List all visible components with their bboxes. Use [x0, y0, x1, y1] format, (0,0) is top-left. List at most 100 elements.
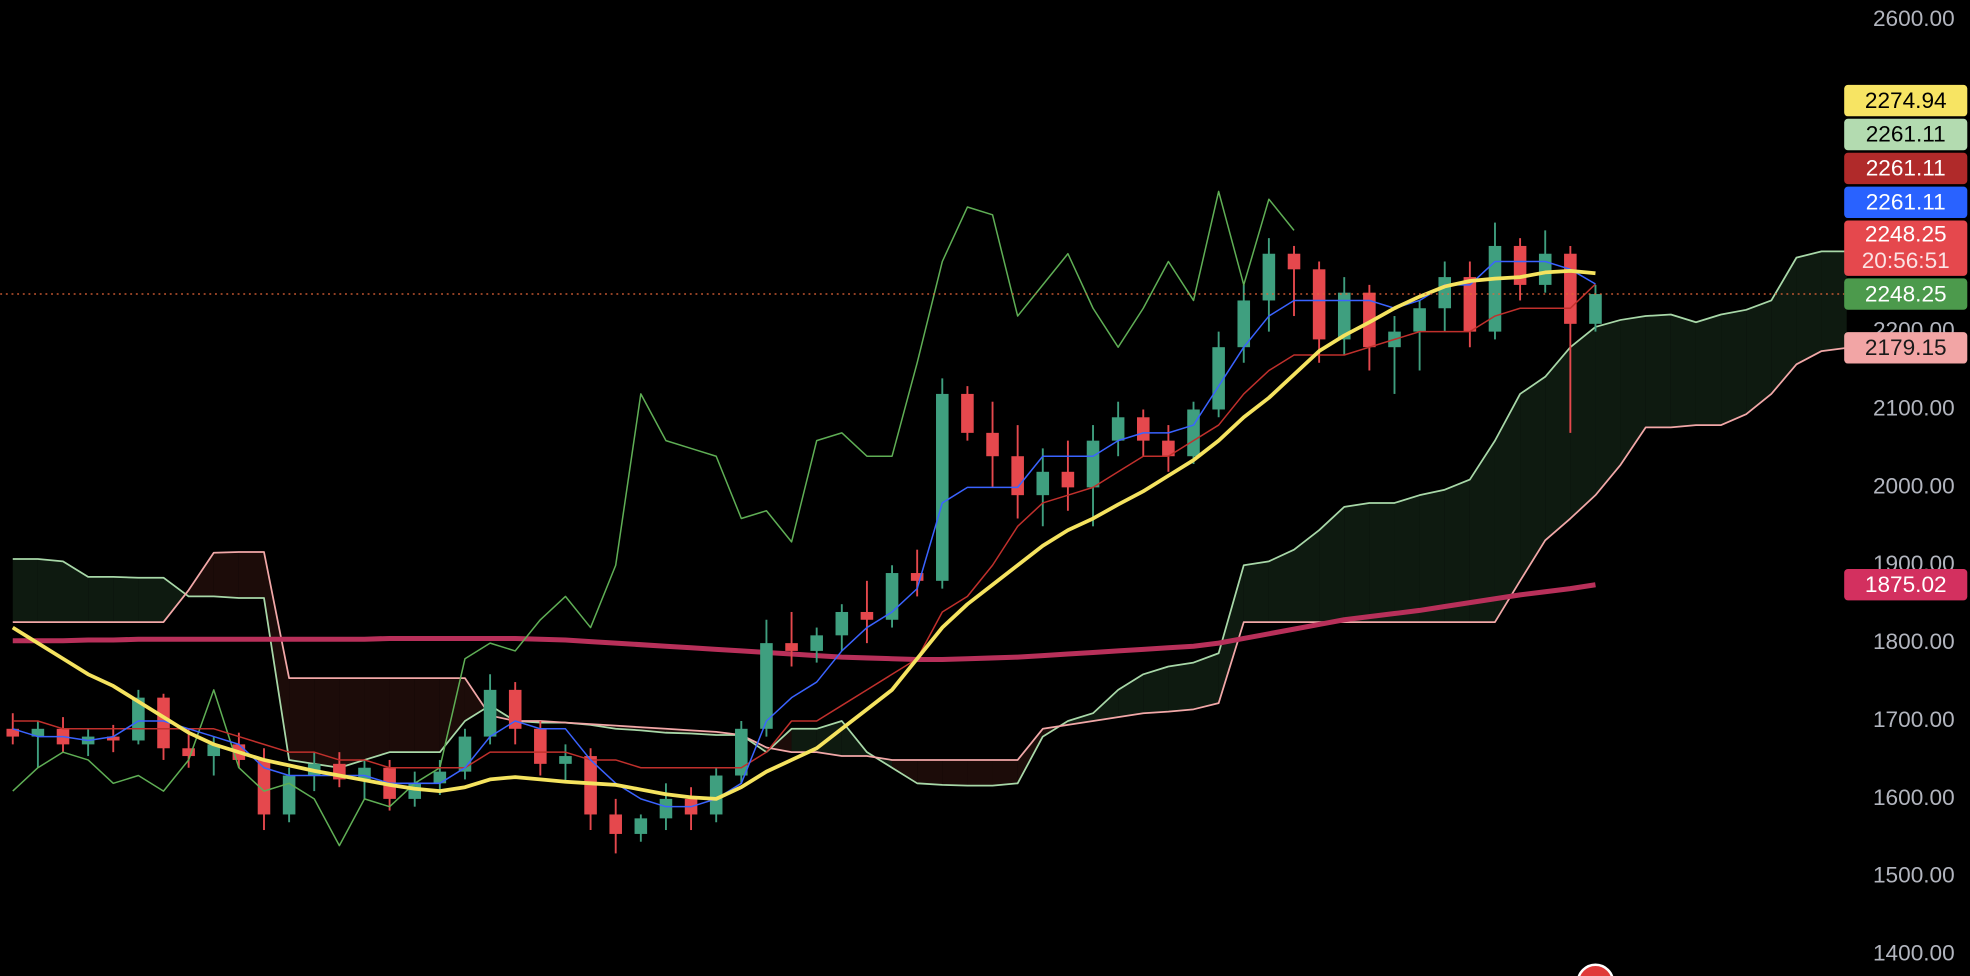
cloud-fill — [992, 759, 1018, 786]
cloud-fill — [1294, 530, 1320, 623]
cloud-fill — [1394, 495, 1420, 623]
cloud-fill — [1344, 502, 1370, 623]
candle-body — [483, 689, 497, 737]
cloud-fill — [1545, 347, 1571, 541]
cloud-fill — [1143, 666, 1169, 714]
cloud-fill — [1369, 502, 1395, 623]
price-label-box — [1844, 84, 1968, 117]
indicator-line — [12, 283, 1596, 769]
cloud-fill — [1645, 314, 1671, 428]
candle-body — [408, 783, 422, 799]
y-tick-label: 2600.00 — [1873, 6, 1955, 31]
candle-body — [936, 393, 949, 581]
candle-body — [6, 728, 20, 737]
y-tick-label: 1500.00 — [1873, 863, 1955, 888]
cloud-fill — [1268, 549, 1295, 623]
candle-body — [207, 744, 221, 757]
price-label-text: 2248.25 — [1865, 222, 1947, 247]
cloud-fill — [1243, 561, 1269, 623]
cloud-fill — [1695, 314, 1722, 426]
candle-body — [1187, 409, 1200, 457]
candle-body — [31, 728, 45, 737]
cloud-fill — [1771, 257, 1797, 394]
cloud-fill — [289, 678, 315, 764]
cloud-fill — [88, 576, 114, 623]
price-label: 2179.15 — [1844, 332, 1968, 364]
cloud-fill — [263, 552, 290, 760]
candle-body — [1363, 292, 1376, 348]
candle-body — [1136, 417, 1150, 441]
cloud-fill — [314, 678, 340, 768]
cloud-fill — [238, 552, 264, 598]
cloud-fill — [1821, 251, 1847, 352]
candle-body — [659, 798, 673, 819]
candle-body — [1111, 417, 1125, 441]
candle-body — [1564, 253, 1577, 324]
candle-body — [1438, 277, 1452, 309]
cloud-fill — [1319, 506, 1345, 623]
candle-body — [1589, 294, 1602, 324]
cloud-fill — [1520, 376, 1546, 581]
cloud-fill — [967, 759, 993, 786]
cloud-fill — [12, 559, 38, 623]
cloud-fill — [791, 728, 817, 753]
candle-body — [1162, 440, 1175, 457]
cloud-fill — [63, 561, 89, 623]
price-countdown: 20:56:51 — [1862, 248, 1950, 273]
price-label-text: 2179.15 — [1865, 335, 1947, 360]
price-label-text: 2274.94 — [1865, 88, 1947, 113]
price-label: 1875.02 — [1844, 569, 1968, 601]
candle-body — [1312, 269, 1326, 340]
cloud-fill — [389, 678, 415, 753]
price-label: 2261.11 — [1844, 152, 1968, 185]
candle-body — [584, 756, 597, 815]
price-label-box — [1844, 186, 1968, 219]
candle-body — [709, 775, 723, 815]
candle-body — [986, 432, 999, 457]
y-tick-label: 1400.00 — [1873, 941, 1955, 966]
cloud-fill — [1494, 393, 1521, 623]
candle-body — [860, 611, 874, 620]
candle-body — [735, 728, 748, 776]
y-tick-label: 1800.00 — [1873, 629, 1955, 654]
indicator-line — [11, 268, 1596, 801]
price-label-box — [1844, 118, 1968, 151]
candle-body — [1262, 253, 1276, 301]
candle-body — [132, 697, 145, 741]
price-label-box — [1844, 569, 1968, 601]
cloud-span-b — [12, 346, 1847, 761]
cloud-fill — [942, 759, 968, 786]
candle-body — [157, 697, 170, 749]
indicator-line — [12, 190, 1295, 847]
candle-body — [534, 728, 547, 764]
flag-icon — [1577, 963, 1614, 976]
candle-body — [257, 759, 271, 815]
cloud-fill — [339, 678, 365, 768]
candle-body — [634, 818, 648, 834]
candle-body — [559, 756, 572, 764]
candle-body — [358, 767, 371, 780]
y-tick-label: 1700.00 — [1873, 707, 1955, 732]
candle-body — [785, 643, 798, 651]
cloud-fill — [1620, 316, 1646, 465]
candle-body — [282, 775, 296, 815]
cloud-fill — [1118, 674, 1144, 718]
candle-body — [1538, 253, 1552, 285]
candle-body — [182, 748, 195, 757]
y-tick-label: 2100.00 — [1873, 395, 1955, 420]
candle-body — [1337, 292, 1351, 340]
candle-body — [760, 643, 773, 729]
cloud-fill — [892, 759, 918, 784]
cloud-fill — [1419, 489, 1445, 623]
candle-body — [433, 771, 447, 784]
price-label-box — [1844, 220, 1968, 276]
price-label-text: 2261.11 — [1866, 156, 1946, 181]
cloud-fill — [1595, 319, 1621, 496]
price-label-box — [1844, 278, 1968, 310]
candle-body — [1086, 440, 1100, 488]
cloud-fill — [1218, 565, 1244, 704]
candle-body — [609, 814, 622, 834]
cloud-fill — [1721, 309, 1747, 426]
